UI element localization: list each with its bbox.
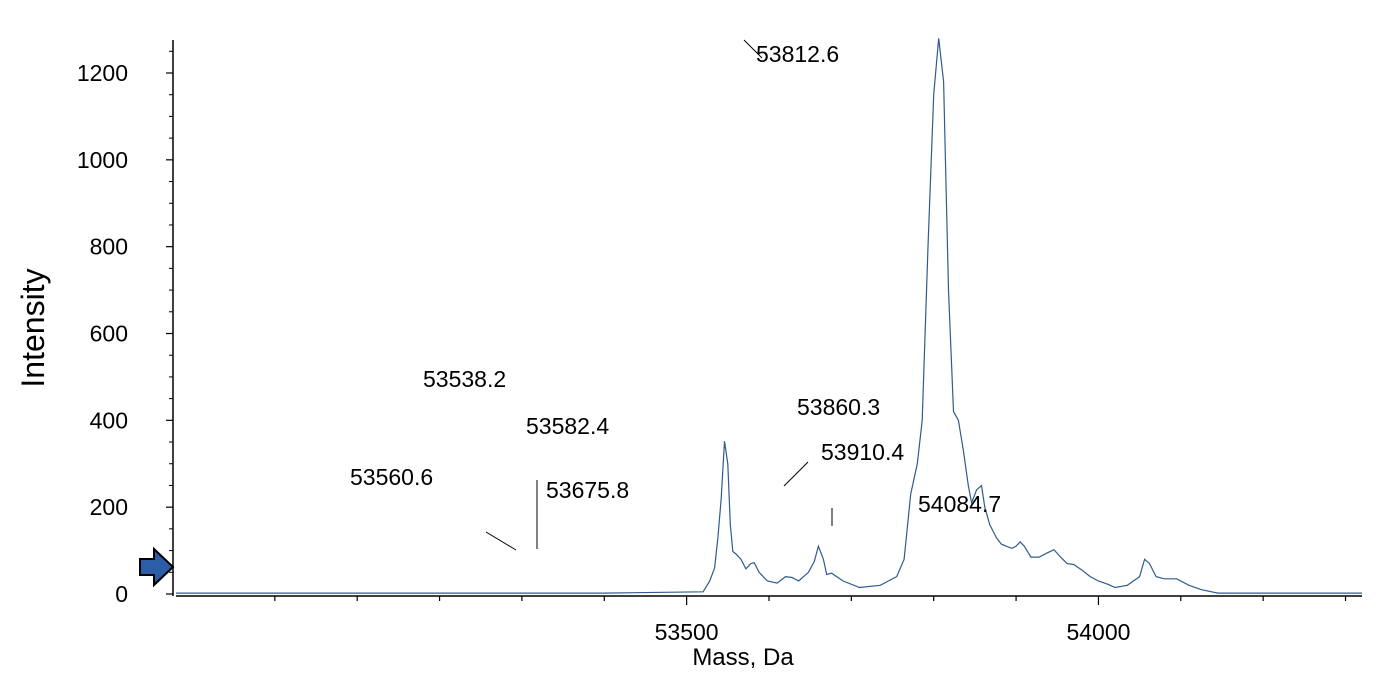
y-tick-label: 600 xyxy=(90,321,128,347)
y-tick-label: 1000 xyxy=(77,147,128,173)
x-ticks: 53500 54000 xyxy=(274,596,1347,645)
y-ticks: 0 200 400 600 800 1000 1200 xyxy=(77,50,173,607)
leader-line-53812 xyxy=(743,39,763,59)
x-tick-label: 53500 xyxy=(655,619,719,645)
y-tick-label: 200 xyxy=(90,494,128,520)
peak-label-53560: 53560.6 xyxy=(350,464,433,490)
zoom-arrow-icon[interactable] xyxy=(139,546,175,588)
leader-line-53910 xyxy=(783,461,809,487)
y-tick-label: 800 xyxy=(90,234,128,260)
y-tick-label: 1200 xyxy=(77,60,128,86)
y-tick-label: 400 xyxy=(90,407,128,433)
y-axis-title: Intensity xyxy=(15,268,51,387)
peak-label-53812: 53812.6 xyxy=(756,41,839,67)
y-tick-label: 0 xyxy=(115,581,128,607)
peak-label-53582: 53582.4 xyxy=(526,413,609,439)
peak-label-53538: 53538.2 xyxy=(423,366,506,392)
peak-label-54084: 54084.7 xyxy=(918,491,1001,517)
peak-label-53860: 53860.3 xyxy=(797,394,880,420)
peak-label-53910: 53910.4 xyxy=(821,439,904,465)
spectrum-line xyxy=(176,38,1362,594)
leader-line-53560 xyxy=(485,531,517,551)
x-tick-label: 54000 xyxy=(1066,619,1130,645)
x-axis-title: Mass, Da xyxy=(692,644,794,671)
axes xyxy=(172,40,1362,597)
peak-annotations: 53538.2 53560.6 53582.4 53675.8 53812.6 … xyxy=(350,39,1001,551)
peak-label-53675: 53675.8 xyxy=(546,477,629,503)
